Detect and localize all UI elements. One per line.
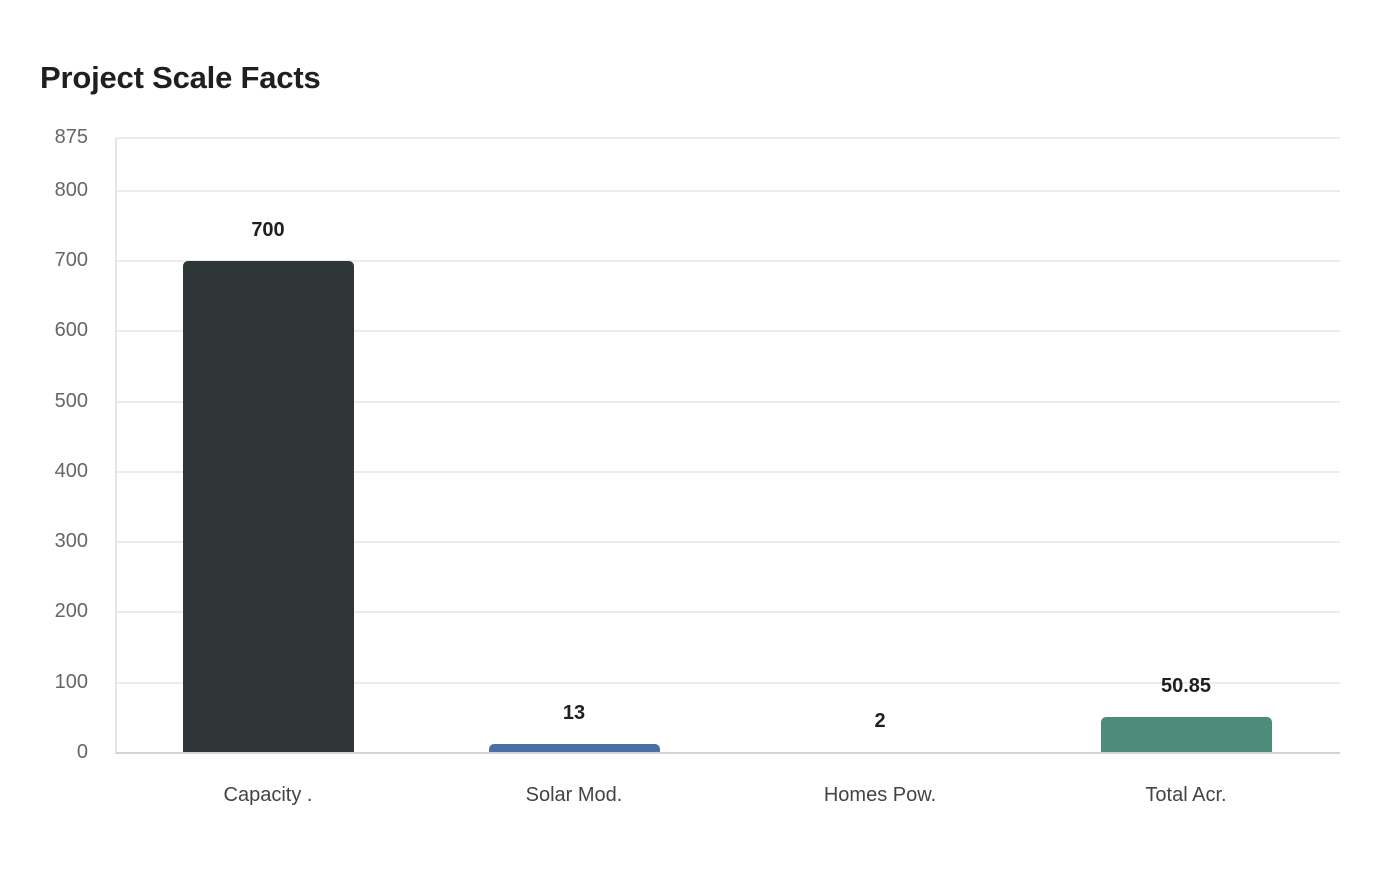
x-tick-label: Solar Mod. bbox=[525, 784, 623, 806]
gridline bbox=[116, 611, 1340, 614]
y-tick-label: 800 bbox=[54, 178, 88, 201]
y-tick-label: 500 bbox=[54, 389, 88, 412]
bar[interactable] bbox=[1100, 717, 1272, 753]
value-label: 50.85 bbox=[1160, 675, 1212, 698]
value-label: 700 bbox=[251, 219, 285, 241]
y-tick-label: 100 bbox=[54, 670, 88, 693]
y-tick-label: 875 bbox=[54, 126, 88, 148]
y-tick-label: 300 bbox=[54, 530, 88, 553]
gridline bbox=[116, 400, 1340, 403]
gridline bbox=[116, 260, 1340, 262]
x-axis-line bbox=[116, 752, 1340, 754]
x-tick-label: Total Acr. bbox=[1145, 784, 1227, 806]
chart-title: Project Scale Facts bbox=[40, 60, 321, 95]
y-tick-label: 0 bbox=[76, 741, 88, 763]
gridline bbox=[116, 541, 1340, 544]
bar[interactable] bbox=[182, 261, 354, 753]
x-tick-label: Capacity . bbox=[223, 784, 313, 806]
gridline bbox=[116, 330, 1340, 333]
y-tick-label: 200 bbox=[54, 600, 88, 623]
bar[interactable] bbox=[488, 743, 660, 753]
value-label: 13 bbox=[562, 701, 586, 724]
x-tick-label: Homes Pow. bbox=[823, 784, 937, 806]
gridline bbox=[116, 681, 1340, 684]
y-axis-line bbox=[115, 138, 117, 754]
y-tick-label: 700 bbox=[54, 249, 88, 271]
value-label: 2 bbox=[874, 709, 886, 732]
y-tick-label: 600 bbox=[54, 319, 88, 342]
gridline bbox=[116, 470, 1340, 473]
y-tick-label: 400 bbox=[54, 459, 88, 482]
gridline bbox=[116, 137, 1340, 139]
gridline bbox=[116, 189, 1340, 192]
